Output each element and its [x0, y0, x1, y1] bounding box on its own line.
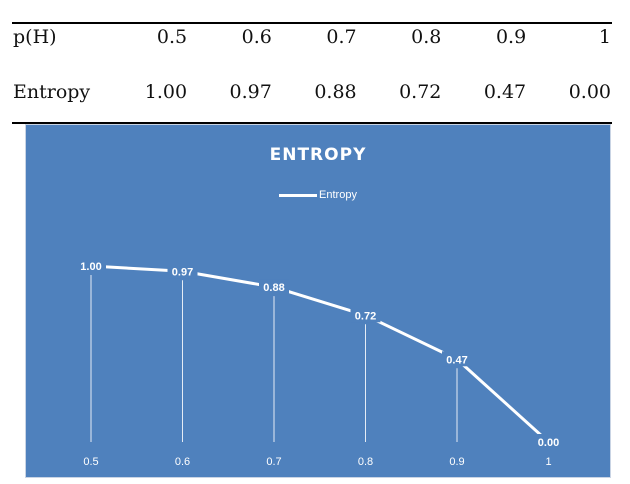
chart-plot-area: 1.00 0.97 0.88 0.72 0.47 0.00 0.5 0.6 0.7 0.8 0.9 1	[76, 258, 564, 468]
chart-title: ENTROPY	[269, 145, 367, 165]
table-cell: 0.88	[272, 61, 358, 124]
x-tick-label: 0.8	[358, 456, 373, 468]
x-tick-label: 0.5	[83, 456, 98, 468]
table-row-p-heads: p(H) 0.5 0.6 0.7 0.8 0.9 1	[12, 22, 612, 61]
table-cell: 1.00	[103, 61, 189, 124]
x-tick-label: 0.7	[266, 456, 281, 468]
row-label-entropy: Entropy	[12, 61, 104, 124]
data-label-bg	[259, 279, 289, 295]
data-label: 0.47	[446, 354, 467, 366]
data-label-bg	[442, 351, 472, 367]
x-tick-label: 0.9	[449, 456, 464, 468]
data-label: 1.00	[80, 261, 101, 273]
data-label-bg	[76, 258, 106, 273]
table-cell: 0.6	[188, 22, 273, 61]
data-label-bg	[167, 263, 198, 279]
chart-legend: Entropy	[26, 189, 610, 201]
row-label-p-heads: p(H)	[12, 22, 104, 61]
entropy-chart: 1.00 0.97 0.88 0.72 0.47 0.00 0.5 0.6 0.7 0.8 0.9 1…	[25, 124, 611, 478]
table-cell: 0.7	[272, 22, 358, 61]
x-tick-label: 0.6	[175, 456, 190, 468]
data-label-bg	[533, 434, 564, 449]
data-label: 0.72	[355, 310, 376, 322]
table-row-entropy: Entropy 1.00 0.97 0.88 0.72 0.47 0.00	[12, 61, 612, 124]
table-cell: 0.9	[442, 22, 528, 61]
data-label: 0.88	[263, 282, 284, 294]
table-cell: 0.97	[188, 61, 273, 124]
table-cell: 0.47	[442, 61, 528, 124]
data-label-bg	[350, 307, 381, 323]
x-tick-label: 1	[545, 456, 551, 468]
data-label: 0.97	[172, 266, 193, 278]
data-label: 0.00	[538, 437, 559, 449]
table-cell: 0.5	[103, 22, 189, 61]
legend-label: Entropy	[319, 189, 357, 201]
table-cell: 0.00	[527, 61, 612, 124]
legend-line-swatch	[279, 193, 318, 197]
table-cell: 0.72	[357, 61, 443, 124]
probability-entropy-table: p(H) 0.5 0.6 0.7 0.8 0.9 1 Entropy 1.00 …	[12, 22, 612, 124]
table-cell: 0.8	[357, 22, 443, 61]
table-cell: 1	[527, 22, 612, 61]
series-line-entropy	[89, 264, 550, 444]
